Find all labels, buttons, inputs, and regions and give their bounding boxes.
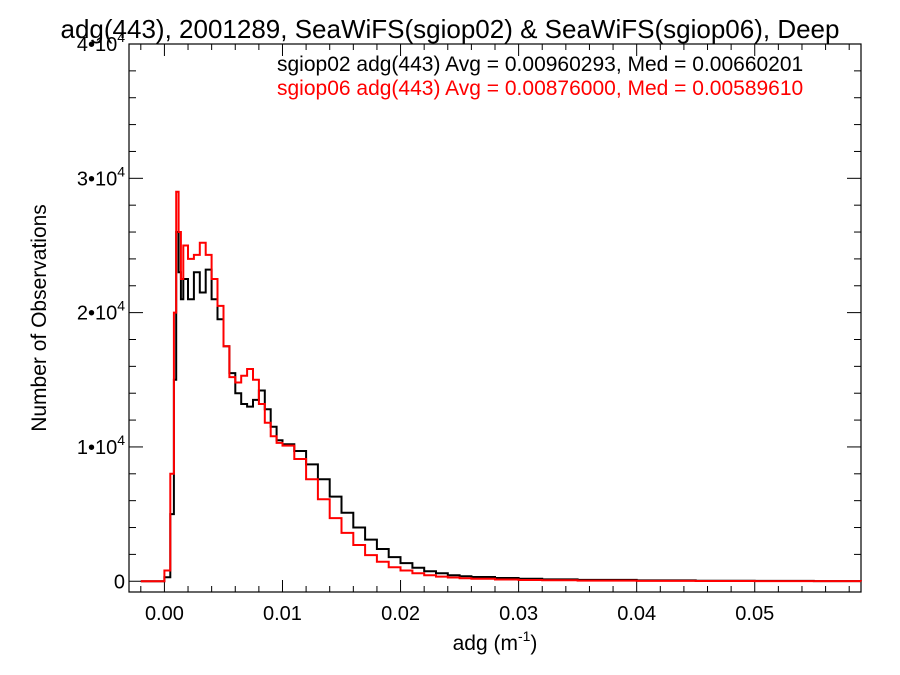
legend-entry-1: sgiop02 adg(443) Avg = 0.00960293, Med =… [277, 53, 803, 76]
x-tick-label: 0.03 [499, 603, 538, 625]
y-tick-label: 0 [114, 571, 125, 593]
series-line-2 [140, 190, 862, 583]
y-tick-label: 4•104 [77, 29, 125, 56]
x-tick-label: 0.05 [735, 603, 774, 625]
plot-area: 0.00 0.01 0.02 0.03 0.04 0.05 0 1•104 2•104 3•104… [77, 29, 862, 625]
legend: sgiop02 adg(443) Avg = 0.00960293, Med =… [277, 53, 803, 100]
y-tick-label: 3•104 [77, 163, 125, 190]
x-tick-label: 0.00 [145, 603, 184, 625]
legend-entry-2: sgiop06 adg(443) Avg = 0.00876000, Med =… [277, 77, 803, 100]
plot-frame [128, 43, 862, 593]
series-line-1 [140, 231, 861, 583]
axis-ticks: 0.00 0.01 0.02 0.03 0.04 0.05 0 1•104 2•104 3•104… [77, 29, 861, 625]
chart-title: adg(443), 2001289, SeaWiFS(sgiop02) & Se… [61, 14, 840, 44]
y-axis-label: Number of Observations [28, 204, 51, 432]
series-lines [140, 190, 862, 583]
x-axis-label: adg (m-1) [453, 628, 538, 655]
x-tick-label: 0.01 [263, 603, 302, 625]
y-tick-label: 1•104 [77, 432, 125, 459]
x-tick-label: 0.04 [617, 603, 656, 625]
x-tick-label: 0.02 [381, 603, 420, 625]
y-tick-label: 2•104 [77, 298, 125, 325]
